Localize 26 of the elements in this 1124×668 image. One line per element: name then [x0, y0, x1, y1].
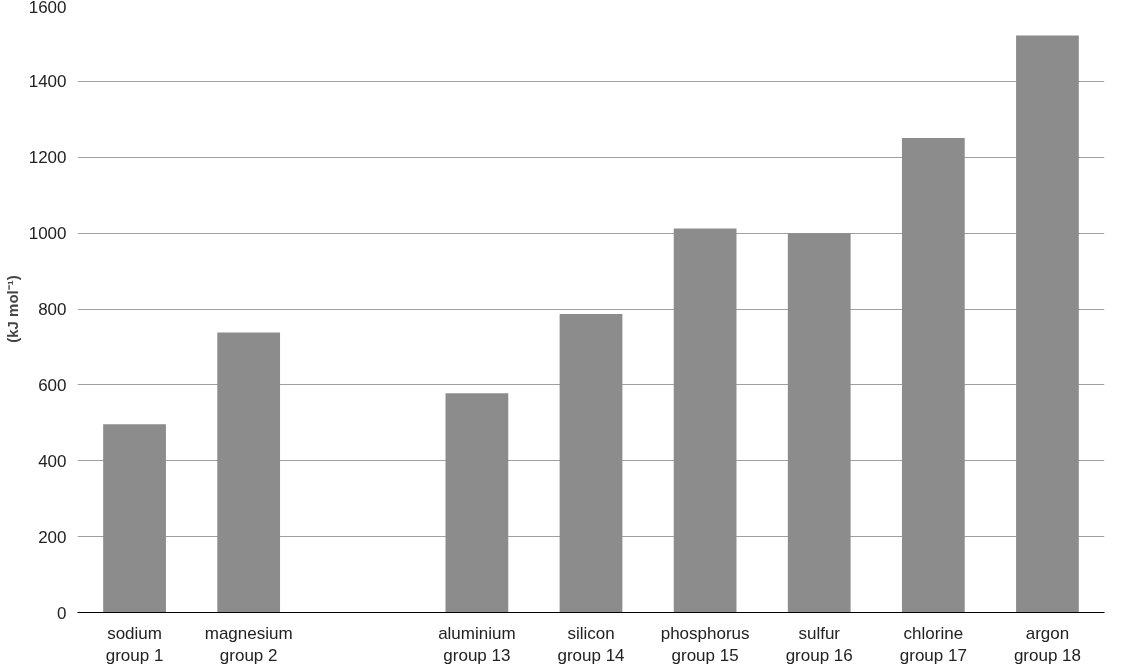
y-axis-title: (kJ mol⁻¹): [3, 275, 21, 343]
x-tick-label: aluminium group 13: [438, 623, 516, 666]
bar: [559, 313, 623, 613]
x-tick-label: chlorine group 17: [899, 623, 967, 666]
x-tick-label: silicon group 14: [557, 623, 625, 666]
bar: [217, 332, 281, 613]
bar: [445, 393, 509, 613]
x-tick-label: sodium group 1: [105, 623, 164, 666]
bar: [787, 233, 851, 613]
x-tick-label: magnesium group 2: [204, 623, 293, 666]
x-tick-label: sulfur group 16: [785, 623, 853, 666]
y-tick-label: 1600: [28, 0, 67, 17]
y-tick-label: 1400: [28, 72, 67, 92]
y-tick-label: 400: [38, 451, 67, 471]
y-tick-label: 0: [57, 603, 67, 623]
y-tick-label: 800: [38, 300, 67, 319]
bar: [901, 137, 965, 613]
y-tick-label: 600: [38, 375, 67, 395]
bar: [673, 228, 737, 613]
x-tick-label: argon group 18: [1013, 623, 1082, 666]
x-tick-label: phosphorus group 15: [660, 623, 750, 666]
bar: [103, 424, 166, 613]
bar: [1016, 35, 1079, 613]
y-tick-label: 1200: [28, 148, 67, 168]
y-tick-label: 1000: [28, 224, 67, 244]
y-tick-label: 200: [38, 527, 67, 547]
